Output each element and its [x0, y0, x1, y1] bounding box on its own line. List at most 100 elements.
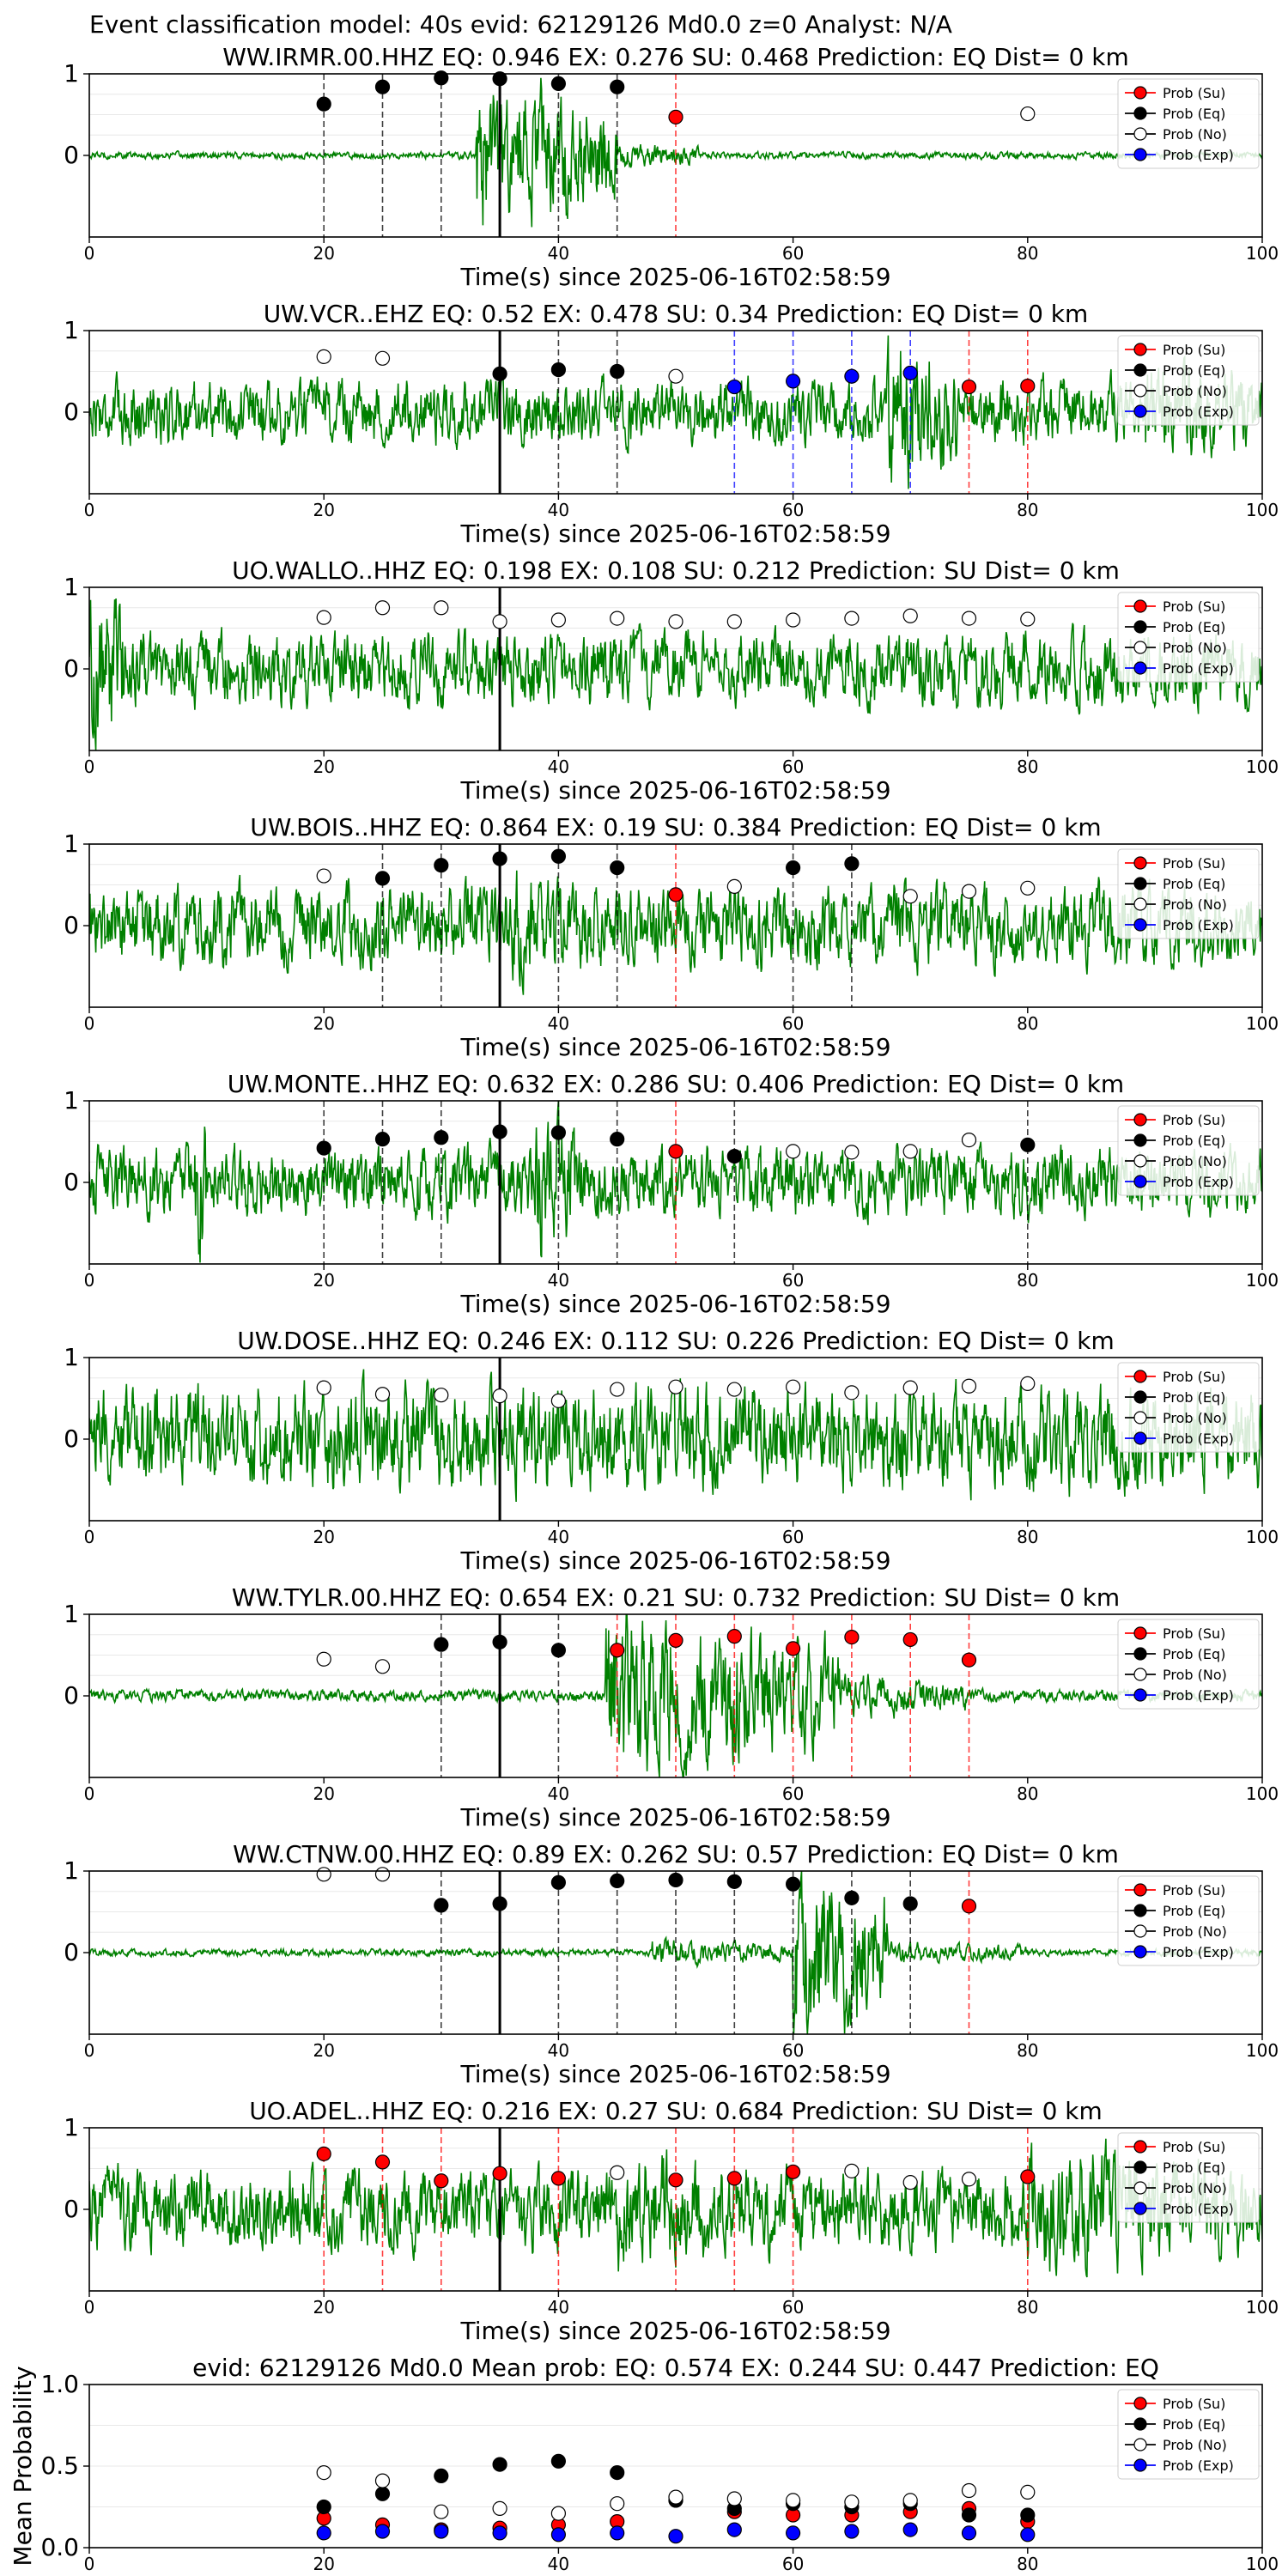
legend-marker-eq	[1133, 2160, 1147, 2174]
panel-5: UW.MONTE..HHZ EQ: 0.632 EX: 0.286 SU: 0.…	[64, 1070, 1279, 1318]
legend-marker-su	[1133, 1626, 1147, 1640]
legend-label-su: Prob (Su)	[1163, 1112, 1225, 1128]
legend-label-no: Prob (No)	[1163, 2437, 1227, 2453]
legend-label-no: Prob (No)	[1163, 1923, 1227, 1940]
y-axis-label: Mean Probability	[9, 2366, 37, 2566]
legend-marker-su	[1133, 86, 1147, 100]
prob-marker-no	[492, 1388, 507, 1404]
prob-marker-no	[316, 1651, 331, 1667]
prob-marker-no	[550, 1393, 567, 1408]
prob-marker-no	[668, 614, 683, 629]
legend-marker-eq	[1133, 2417, 1147, 2431]
legend-label-no: Prob (No)	[1163, 383, 1227, 399]
x-axis-label: Time(s) since 2025-06-16T02:58:59	[459, 2060, 890, 2088]
legend-label-exp: Prob (Exp)	[1163, 917, 1234, 933]
prob-marker-no	[961, 2172, 977, 2187]
legend-marker-exp	[1133, 1945, 1147, 1959]
waveform-trace	[89, 2138, 1262, 2278]
panel-title: UW.BOIS..HHZ EQ: 0.864 EX: 0.19 SU: 0.38…	[250, 813, 1101, 841]
mean-prob-point-exp	[668, 2529, 683, 2544]
x-tick-label: 20	[313, 1013, 334, 1034]
prob-marker-exp	[726, 379, 742, 395]
y-tick-label: 0	[64, 398, 79, 426]
mean-prob-point-exp	[726, 2522, 742, 2537]
mean-prob-point-exp	[610, 2525, 625, 2541]
x-tick-label: 20	[313, 500, 334, 520]
legend-marker-eq	[1133, 877, 1147, 890]
prob-marker-eq	[844, 1890, 860, 1905]
legend-marker-exp	[1133, 148, 1147, 161]
waveform-trace	[89, 1871, 1262, 2034]
y-tick-label: 0	[64, 1938, 79, 1966]
y-tick-label: 0	[64, 141, 79, 169]
prob-marker-su	[610, 1643, 625, 1658]
y-tick-label: 0	[64, 1681, 79, 1710]
legend-label-exp: Prob (Exp)	[1163, 404, 1234, 420]
x-tick-label: 40	[548, 2297, 569, 2318]
legend-box	[1117, 78, 1260, 169]
mean-prob-point-exp	[492, 2525, 507, 2541]
panel-title: UW.VCR..EHZ EQ: 0.52 EX: 0.478 SU: 0.34 …	[264, 300, 1089, 328]
figure-suptitle: Event classification model: 40s evid: 62…	[89, 10, 952, 39]
prob-marker-eq	[610, 79, 625, 94]
prob-marker-no	[726, 878, 742, 895]
prob-marker-eq	[492, 366, 507, 381]
x-tick-label: 0	[84, 243, 95, 264]
legend-label-eq: Prob (Eq)	[1163, 362, 1225, 379]
prob-marker-su	[1020, 379, 1036, 394]
legend-label-no: Prob (No)	[1163, 2180, 1227, 2196]
prob-marker-no	[961, 1378, 977, 1394]
mean-prob-point-exp	[550, 2527, 567, 2543]
legend-label-su: Prob (Su)	[1163, 855, 1225, 872]
x-tick-label: 80	[1017, 243, 1038, 264]
legend-label-su: Prob (Su)	[1163, 1625, 1225, 1642]
mean-prob-point-exp	[374, 2524, 391, 2539]
prob-marker-eq	[550, 362, 567, 378]
mean-prob-point-eq	[492, 2457, 507, 2472]
mean-prob-point-no	[374, 2473, 391, 2488]
prob-marker-su	[668, 1144, 683, 1159]
legend-marker-eq	[1133, 363, 1147, 377]
x-tick-label: 20	[313, 2297, 334, 2318]
legend-marker-eq	[1133, 1904, 1147, 1917]
x-tick-label: 100	[1246, 1527, 1279, 1547]
x-tick-label: 0	[84, 1270, 95, 1291]
prob-marker-no	[1020, 1376, 1036, 1392]
y-tick-label: 0	[64, 2195, 79, 2223]
prob-marker-eq	[1020, 1137, 1036, 1152]
prob-marker-eq	[550, 848, 567, 864]
mean-prob-point-eq	[374, 2486, 391, 2501]
x-tick-label: 100	[1246, 2554, 1279, 2574]
panel-2: UW.VCR..EHZ EQ: 0.52 EX: 0.478 SU: 0.34 …	[64, 300, 1279, 548]
prob-marker-no	[785, 612, 801, 628]
legend-box	[1117, 1875, 1260, 1966]
panel-10: evid: 62129126 Md0.0 Mean prob: EQ: 0.57…	[9, 2354, 1279, 2574]
legend-label-exp: Prob (Exp)	[1163, 660, 1234, 677]
x-tick-label: 80	[1017, 2040, 1038, 2061]
mean-prob-point-eq	[550, 2453, 567, 2469]
panel-title: evid: 62129126 Md0.0 Mean prob: EQ: 0.57…	[192, 2354, 1159, 2382]
mean-prob-point-eq	[316, 2499, 331, 2515]
mean-prob-point-no	[550, 2506, 567, 2521]
legend-marker-exp	[1133, 918, 1147, 932]
legend-marker-su	[1133, 1883, 1147, 1897]
prob-marker-exp	[902, 365, 918, 380]
y-tick-label: 1	[64, 1856, 79, 1885]
prob-marker-no	[785, 1379, 801, 1394]
x-tick-label: 80	[1017, 1527, 1038, 1547]
x-tick-label: 40	[548, 1270, 569, 1291]
x-tick-label: 80	[1017, 1270, 1038, 1291]
prob-marker-no	[316, 1380, 331, 1395]
y-tick-label: 0	[64, 654, 79, 683]
x-tick-label: 60	[782, 2297, 804, 2318]
prob-marker-no	[374, 600, 391, 616]
prob-marker-no	[316, 610, 331, 625]
x-tick-label: 80	[1017, 2554, 1038, 2574]
x-tick-label: 60	[782, 1270, 804, 1291]
x-tick-label: 60	[782, 1783, 804, 1804]
legend-label-no: Prob (No)	[1163, 126, 1227, 143]
y-tick-label: 0.5	[40, 2451, 79, 2480]
prob-marker-eq	[316, 96, 331, 112]
x-tick-label: 20	[313, 756, 334, 777]
x-tick-label: 20	[313, 1783, 334, 1804]
